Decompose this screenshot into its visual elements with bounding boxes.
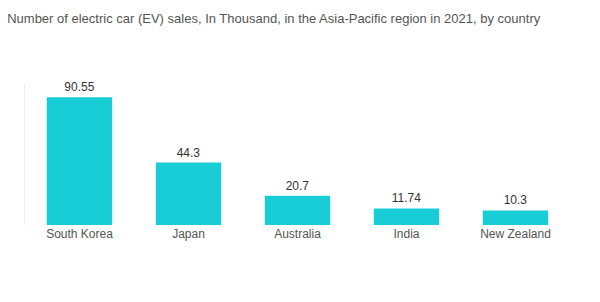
- svg-text:11.74: 11.74: [392, 191, 421, 205]
- svg-text:India: India: [393, 227, 419, 241]
- svg-text:20.7: 20.7: [286, 179, 310, 193]
- svg-text:Number of electric car (EV) sa: Number of electric car (EV) sales, In Th…: [7, 11, 541, 26]
- svg-text:Australia: Australia: [274, 227, 321, 241]
- svg-text:Japan: Japan: [172, 227, 205, 241]
- svg-text:44.3: 44.3: [177, 146, 201, 160]
- svg-text:90.55: 90.55: [64, 80, 94, 94]
- svg-text:South Korea: South Korea: [46, 227, 113, 241]
- svg-text:10.3: 10.3: [504, 193, 528, 207]
- svg-text:New Zealand: New Zealand: [480, 227, 551, 241]
